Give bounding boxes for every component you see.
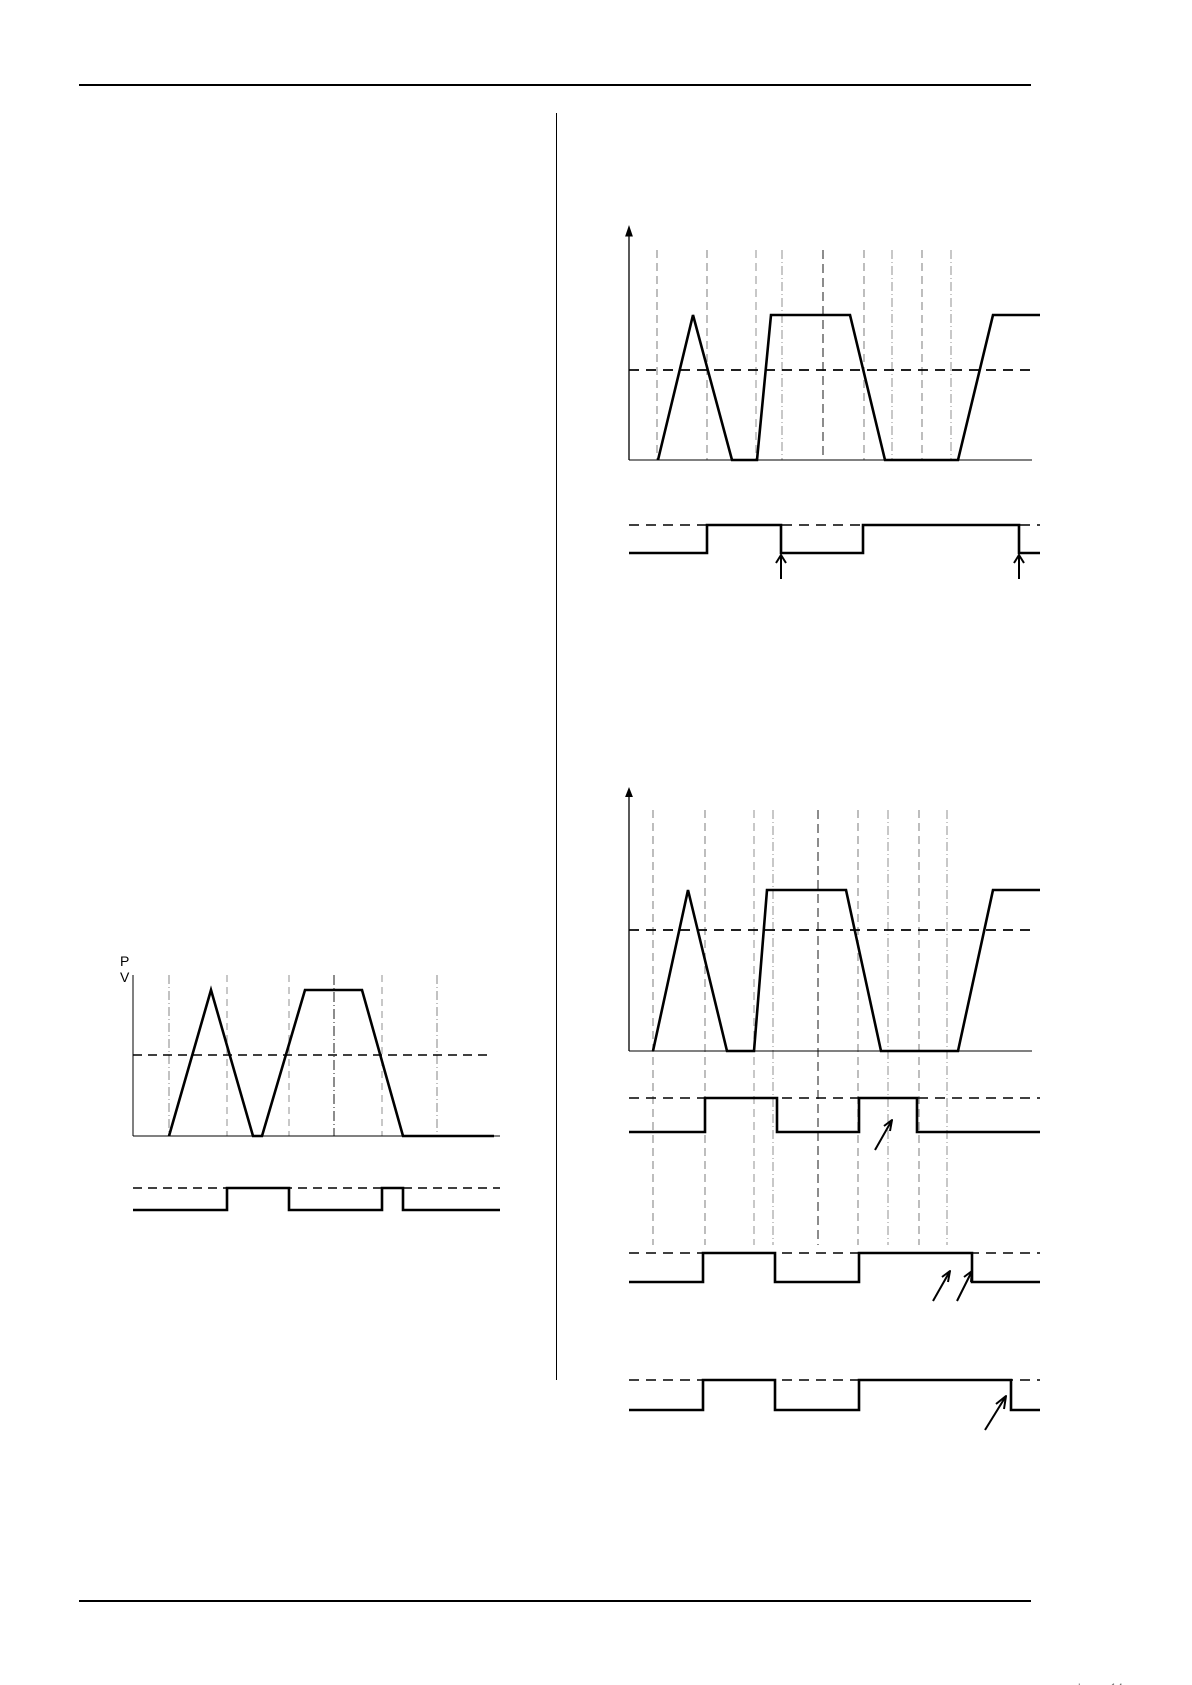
svg-text:V: V: [120, 969, 130, 985]
svg-text:P: P: [120, 953, 129, 969]
